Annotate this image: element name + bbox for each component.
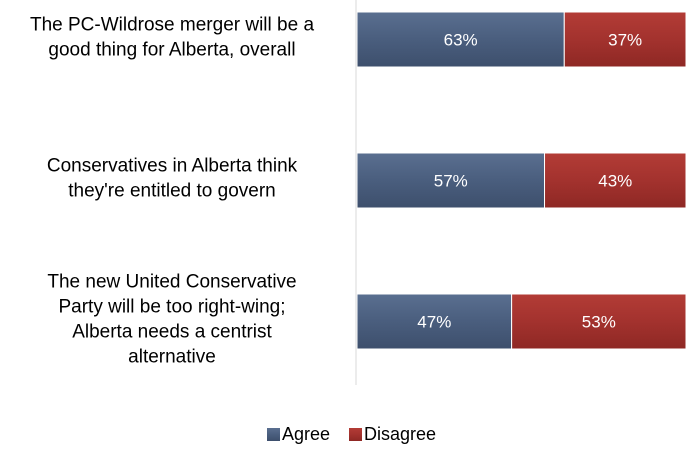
category-label-line: Party will be too right-wing; [58,297,285,318]
legend: Agree Disagree [267,424,436,444]
legend-label-disagree: Disagree [364,424,436,444]
category-label-line: they're entitled to govern [68,181,275,202]
category-label-line: good thing for Alberta, overall [48,40,295,61]
data-label-disagree-1: 37% [608,31,642,50]
bar-agree-3 [356,293,513,350]
legend-item-agree: Agree [267,424,330,444]
legend-label-agree: Agree [282,424,330,444]
category-label-line: Conservatives in Alberta think [47,156,298,177]
bar-agree-1 [356,11,565,68]
category-label-1: The PC-Wildrose merger will be a good thi… [30,15,314,61]
category-label-line: Alberta needs a centrist [72,322,272,343]
data-label-disagree-3: 53% [582,313,616,332]
legend-swatch-agree [267,428,280,441]
category-label-line: The PC-Wildrose merger will be a [30,15,314,36]
bar-disagree-3 [511,293,686,350]
category-labels: The PC-Wildrose merger will be a good thi… [30,15,314,368]
category-label-3: The new United Conservative Party will be… [47,272,296,368]
bar-disagree-2 [544,152,686,209]
data-label-disagree-2: 43% [598,172,632,191]
bars-layer: 63% 37% 57% 43% 47% 53% [356,11,686,350]
data-label-agree-1: 63% [444,31,478,50]
legend-swatch-disagree [349,428,362,441]
data-label-agree-2: 57% [434,172,468,191]
legend-item-disagree: Disagree [349,424,436,444]
bar-disagree-1 [563,11,686,68]
data-label-agree-3: 47% [417,313,451,332]
category-label-line: alternative [128,347,216,368]
category-label-line: The new United Conservative [47,272,296,293]
category-label-2: Conservatives in Alberta think they're en… [47,156,298,202]
bar-agree-2 [356,152,546,209]
